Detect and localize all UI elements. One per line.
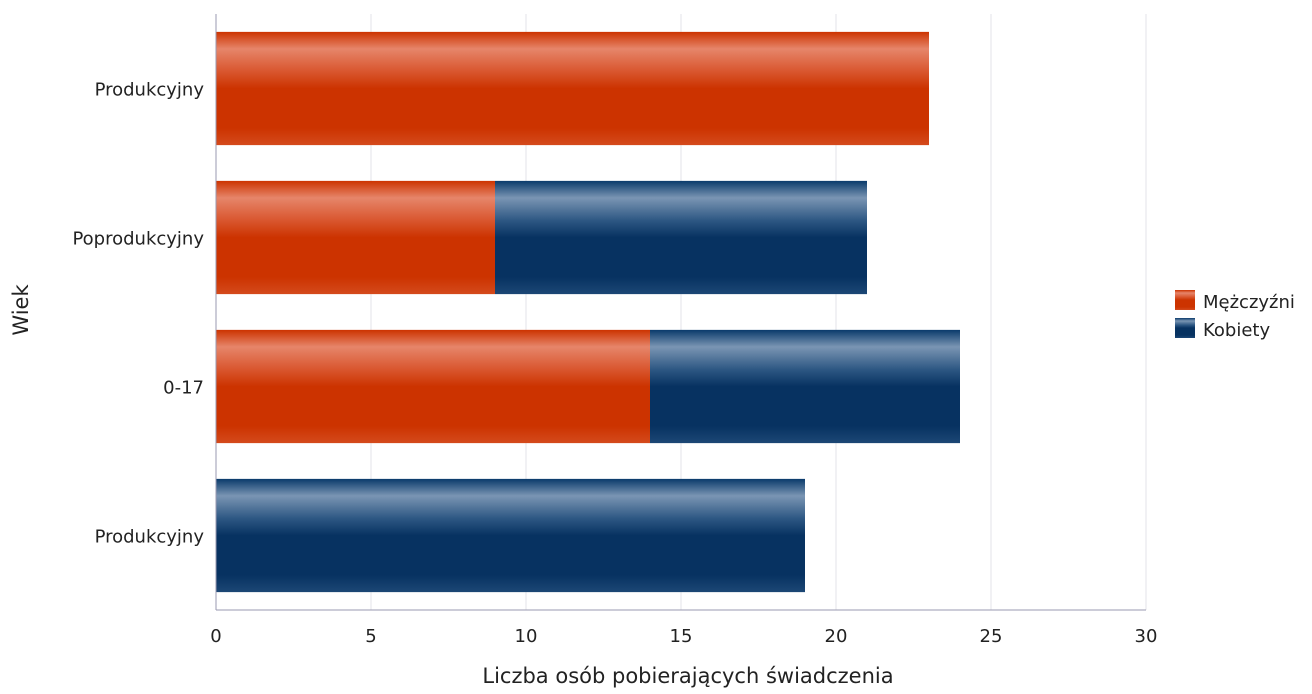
bar-mezczyzni-0-17	[216, 329, 650, 444]
bar-kobiety-0-17	[650, 329, 960, 444]
bars	[216, 31, 960, 593]
bar-kobiety-poprodukcyjny	[495, 180, 867, 295]
x-tick-label: 20	[825, 626, 848, 647]
x-tick-label: 15	[670, 626, 693, 647]
legend-swatch-kobiety	[1175, 318, 1195, 338]
x-tick-label: 30	[1135, 626, 1158, 647]
legend: Mężczyźni Kobiety	[1175, 290, 1295, 341]
x-tick-label: 10	[515, 626, 538, 647]
y-tick-label: 0-17	[163, 378, 204, 399]
legend-label-mezczyzni: Mężczyźni	[1203, 292, 1295, 313]
legend-label-kobiety: Kobiety	[1203, 320, 1270, 341]
y-axis-title: Wiek	[9, 284, 33, 336]
y-tick-label: Poprodukcyjny	[72, 229, 204, 250]
y-tick-label: Produkcyjny	[95, 80, 205, 101]
x-tick-label: 0	[210, 626, 221, 647]
bar-mezczyzni-produkcyjny	[216, 31, 929, 146]
x-tick-label: 25	[980, 626, 1003, 647]
x-axis-title: Liczba osób pobierających świadczenia	[482, 664, 893, 688]
legend-swatch-mezczyzni	[1175, 290, 1195, 310]
y-tick-label: Produkcyjny	[95, 527, 205, 548]
x-tick-label: 5	[365, 626, 376, 647]
bar-kobiety-produkcyjny	[216, 478, 805, 593]
bar-mezczyzni-poprodukcyjny	[216, 180, 495, 295]
axes: 0 5 10 15 20 25 30 Produkcyjny Poprodukcyjny 0-17…	[72, 14, 1157, 647]
